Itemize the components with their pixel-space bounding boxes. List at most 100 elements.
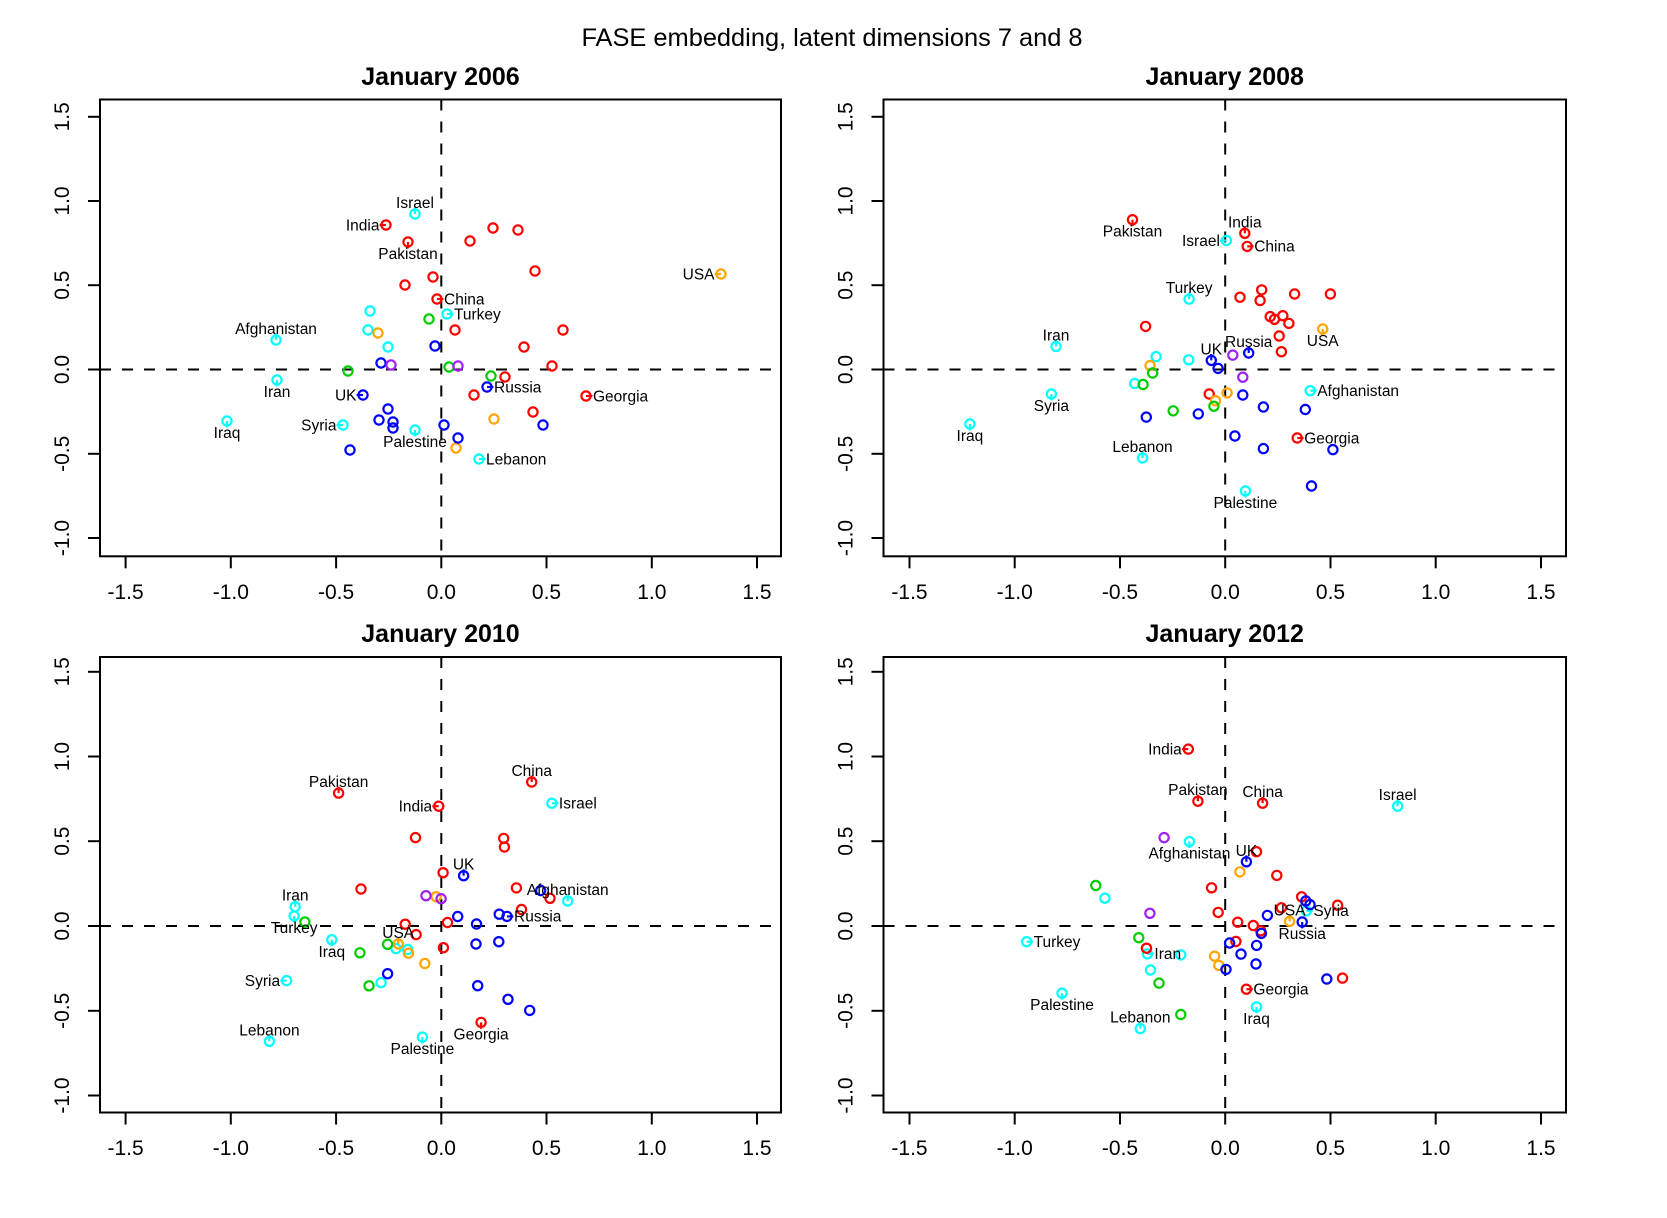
- svg-text:Syria: Syria: [245, 973, 281, 990]
- svg-text:1.5: 1.5: [742, 1137, 771, 1160]
- svg-text:-0.5: -0.5: [1102, 1137, 1138, 1160]
- svg-text:USA: USA: [683, 266, 716, 283]
- svg-text:China: China: [511, 763, 552, 780]
- svg-text:0.0: 0.0: [1211, 1137, 1240, 1160]
- svg-text:1.5: 1.5: [1526, 1137, 1555, 1160]
- svg-text:0.5: 0.5: [51, 827, 74, 856]
- svg-text:-1.5: -1.5: [891, 1137, 927, 1160]
- svg-text:Iran: Iran: [1154, 946, 1181, 963]
- svg-text:1.0: 1.0: [51, 186, 74, 215]
- svg-text:India: India: [1148, 741, 1182, 758]
- svg-text:Georgia: Georgia: [1253, 982, 1309, 999]
- svg-text:1.5: 1.5: [742, 581, 771, 604]
- svg-text:-0.5: -0.5: [51, 436, 74, 472]
- svg-text:Palestine: Palestine: [1214, 495, 1278, 512]
- svg-text:Lebanon: Lebanon: [239, 1022, 299, 1039]
- svg-text:January 2006: January 2006: [361, 63, 519, 91]
- svg-text:Palestine: Palestine: [391, 1041, 455, 1058]
- svg-text:UK: UK: [1236, 843, 1258, 860]
- svg-text:-0.5: -0.5: [318, 1137, 354, 1160]
- svg-text:-1.0: -1.0: [835, 1077, 858, 1113]
- svg-text:1.0: 1.0: [51, 742, 74, 771]
- svg-text:Georgia: Georgia: [593, 388, 649, 405]
- svg-text:Lebanon: Lebanon: [1112, 439, 1172, 456]
- svg-text:0.5: 0.5: [835, 827, 858, 856]
- svg-text:1.0: 1.0: [835, 186, 858, 215]
- svg-text:FASE embedding, latent dimensi: FASE embedding, latent dimensions 7 and …: [581, 24, 1082, 52]
- svg-text:Russia: Russia: [1225, 334, 1273, 351]
- svg-text:0.0: 0.0: [51, 355, 74, 384]
- svg-text:Afghanistan: Afghanistan: [1317, 383, 1399, 400]
- svg-text:Israel: Israel: [1379, 787, 1417, 804]
- svg-text:-1.5: -1.5: [108, 581, 144, 604]
- svg-text:1.0: 1.0: [637, 581, 666, 604]
- svg-text:Lebanon: Lebanon: [1110, 1010, 1170, 1027]
- svg-text:UK: UK: [453, 857, 475, 874]
- svg-text:UK: UK: [1201, 341, 1223, 358]
- svg-text:0.0: 0.0: [427, 1137, 456, 1160]
- svg-text:0.0: 0.0: [835, 911, 858, 940]
- svg-text:Turkey: Turkey: [1034, 934, 1081, 951]
- svg-text:Pakistan: Pakistan: [378, 246, 437, 263]
- svg-text:Afghanistan: Afghanistan: [235, 321, 317, 338]
- svg-text:1.5: 1.5: [835, 102, 858, 131]
- svg-text:Turkey: Turkey: [454, 306, 501, 323]
- svg-text:Pakistan: Pakistan: [1103, 224, 1162, 241]
- svg-text:-0.5: -0.5: [51, 993, 74, 1029]
- svg-text:January 2010: January 2010: [361, 620, 519, 648]
- svg-text:-1.0: -1.0: [213, 581, 249, 604]
- svg-text:Turkey: Turkey: [1166, 280, 1213, 297]
- svg-text:1.5: 1.5: [51, 657, 74, 686]
- svg-text:China: China: [1242, 784, 1283, 801]
- svg-text:0.5: 0.5: [1316, 581, 1345, 604]
- svg-text:-1.0: -1.0: [51, 520, 74, 556]
- svg-text:Iran: Iran: [282, 888, 309, 905]
- svg-text:Palestine: Palestine: [1030, 997, 1094, 1014]
- svg-text:-0.5: -0.5: [835, 436, 858, 472]
- svg-text:-0.5: -0.5: [1102, 581, 1138, 604]
- svg-text:1.0: 1.0: [637, 1137, 666, 1160]
- svg-text:Russia: Russia: [514, 909, 562, 926]
- svg-text:Georgia: Georgia: [1304, 430, 1360, 447]
- svg-text:Afghanistan: Afghanistan: [1148, 846, 1230, 863]
- svg-text:Russia: Russia: [1279, 926, 1327, 943]
- svg-text:0.5: 0.5: [835, 271, 858, 300]
- svg-text:Pakistan: Pakistan: [309, 774, 368, 791]
- svg-text:0.5: 0.5: [532, 1137, 561, 1160]
- svg-text:-0.5: -0.5: [835, 993, 858, 1029]
- svg-text:-1.0: -1.0: [213, 1137, 249, 1160]
- svg-text:1.5: 1.5: [1526, 581, 1555, 604]
- svg-text:Turkey: Turkey: [271, 920, 318, 937]
- svg-text:0.0: 0.0: [51, 911, 74, 940]
- svg-text:Iran: Iran: [1043, 328, 1070, 345]
- svg-text:-1.0: -1.0: [997, 1137, 1033, 1160]
- svg-text:India: India: [1228, 214, 1262, 231]
- svg-text:1.5: 1.5: [835, 657, 858, 686]
- svg-text:Iraq: Iraq: [957, 428, 984, 445]
- svg-text:0.5: 0.5: [1316, 1137, 1345, 1160]
- svg-text:Israel: Israel: [396, 195, 434, 212]
- svg-text:Russia: Russia: [494, 379, 542, 396]
- svg-text:-1.0: -1.0: [997, 581, 1033, 604]
- svg-text:0.5: 0.5: [532, 581, 561, 604]
- svg-text:Pakistan: Pakistan: [1168, 782, 1227, 799]
- svg-text:1.5: 1.5: [51, 102, 74, 131]
- svg-text:UK: UK: [335, 387, 357, 404]
- svg-text:Syria: Syria: [301, 417, 337, 434]
- svg-text:1.0: 1.0: [835, 742, 858, 771]
- svg-text:Syria: Syria: [1034, 398, 1070, 415]
- svg-text:Iraq: Iraq: [1243, 1011, 1270, 1028]
- svg-text:India: India: [346, 217, 380, 234]
- svg-text:China: China: [444, 291, 485, 308]
- svg-text:January 2012: January 2012: [1145, 620, 1303, 648]
- svg-text:USA: USA: [382, 925, 415, 942]
- svg-text:Iraq: Iraq: [318, 944, 345, 961]
- svg-text:0.0: 0.0: [1211, 581, 1240, 604]
- svg-text:Israel: Israel: [559, 796, 597, 813]
- svg-text:Israel: Israel: [1182, 233, 1220, 250]
- svg-text:Iran: Iran: [264, 384, 291, 401]
- svg-text:USA: USA: [1274, 902, 1307, 919]
- svg-text:January 2008: January 2008: [1145, 63, 1304, 91]
- svg-text:-0.5: -0.5: [318, 581, 354, 604]
- svg-text:Palestine: Palestine: [383, 434, 447, 451]
